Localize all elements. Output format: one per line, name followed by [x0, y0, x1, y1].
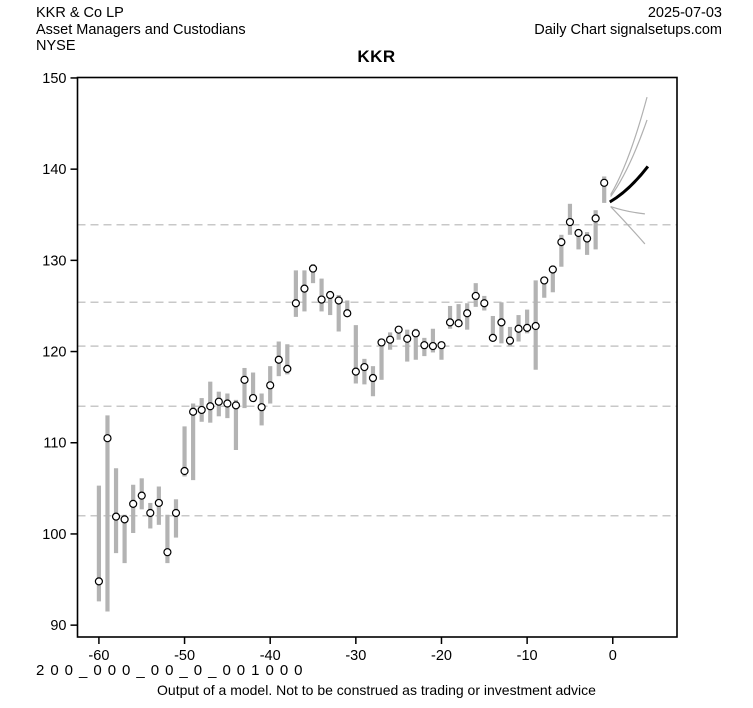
close-marker — [351, 367, 360, 376]
close-marker — [428, 341, 438, 351]
close-marker — [266, 381, 275, 390]
forecast-line-thin — [610, 96, 648, 195]
industry-name: Asset Managers and Custodians — [36, 21, 246, 38]
forecast-line-bold — [609, 165, 650, 204]
close-marker — [206, 402, 215, 411]
close-marker — [274, 355, 283, 364]
y-axis-tick-label: 100 — [42, 527, 66, 543]
close-marker — [171, 508, 181, 518]
close-marker — [377, 338, 386, 347]
close-marker — [505, 336, 515, 345]
close-marker — [240, 375, 249, 384]
y-axis-tick-label: 140 — [42, 162, 66, 178]
close-marker — [146, 508, 155, 518]
close-marker — [111, 512, 121, 521]
close-marker — [403, 334, 412, 343]
report-date: 2025-07-03 — [647, 5, 722, 21]
x-axis-tick-label: -10 — [517, 648, 538, 664]
close-marker — [394, 325, 403, 334]
close-marker — [411, 329, 420, 338]
close-marker — [334, 296, 343, 305]
y-axis-tick-label: 150 — [42, 71, 66, 87]
close-marker — [137, 491, 146, 500]
close-marker — [248, 393, 258, 403]
close-marker — [197, 405, 206, 415]
close-marker — [103, 434, 112, 443]
close-marker — [343, 309, 352, 318]
close-marker — [283, 364, 292, 373]
close-marker — [231, 401, 241, 410]
x-axis-tick-label: -20 — [431, 648, 452, 664]
forecast-line-thin — [610, 206, 646, 245]
close-marker — [463, 309, 472, 318]
forecast-line-thin — [610, 119, 648, 197]
close-marker — [120, 515, 129, 524]
close-marker — [557, 238, 566, 247]
close-marker — [163, 548, 172, 557]
close-marker — [574, 228, 583, 238]
x-axis-tick-label: -50 — [174, 648, 195, 664]
plot-box — [76, 76, 678, 638]
close-marker — [514, 324, 523, 333]
forecast-line-thin — [610, 205, 645, 215]
close-marker — [523, 323, 532, 332]
close-marker — [591, 214, 600, 223]
close-marker — [308, 264, 318, 273]
close-marker — [565, 217, 575, 227]
chart-title: KKR — [357, 47, 396, 66]
close-marker — [326, 290, 335, 300]
close-marker — [129, 499, 138, 508]
x-axis-tick-label: -60 — [88, 648, 109, 664]
chart-source: Daily Chart signalsetups.com — [534, 21, 722, 38]
close-marker — [300, 284, 309, 293]
close-marker — [480, 299, 489, 308]
y-axis-tick-label: 120 — [42, 345, 66, 361]
close-marker — [437, 341, 446, 350]
x-axis-tick-label: -30 — [345, 648, 366, 664]
company-name: KKR & Co LP — [36, 5, 124, 21]
close-marker — [540, 276, 549, 285]
exchange-name: NYSE — [36, 38, 76, 54]
close-marker — [445, 318, 455, 327]
x-axis-tick-label: 0 — [609, 648, 617, 664]
close-marker — [531, 321, 540, 331]
header-right: 2025-07-03 Daily Chart signalsetups.com — [534, 5, 722, 38]
x-axis-tick-label: -40 — [260, 648, 281, 664]
close-marker — [223, 399, 232, 408]
close-marker — [368, 373, 378, 383]
close-marker — [420, 341, 429, 350]
disclaimer: Output of a model. Not to be construed a… — [157, 682, 596, 698]
close-marker — [154, 498, 163, 508]
close-marker — [600, 178, 609, 187]
close-marker — [180, 466, 189, 476]
y-axis-tick-label: 130 — [42, 253, 66, 269]
close-marker — [497, 318, 506, 327]
close-marker — [471, 291, 480, 301]
close-marker — [94, 577, 104, 586]
close-marker — [317, 295, 326, 304]
close-marker — [291, 299, 300, 308]
model-code: 200_000_00_0_001000 — [36, 662, 309, 679]
close-marker — [189, 407, 198, 416]
y-axis-tick-label: 110 — [43, 436, 66, 452]
close-marker — [385, 335, 395, 344]
close-marker — [454, 319, 463, 328]
close-marker — [488, 333, 497, 342]
close-marker — [360, 362, 369, 372]
close-marker — [214, 397, 223, 406]
close-marker — [257, 403, 266, 412]
header-left: KKR & Co LP Asset Managers and Custodian… — [36, 5, 246, 55]
close-marker — [582, 234, 592, 243]
y-axis-tick-label: 90 — [50, 618, 66, 634]
close-marker — [548, 265, 557, 274]
